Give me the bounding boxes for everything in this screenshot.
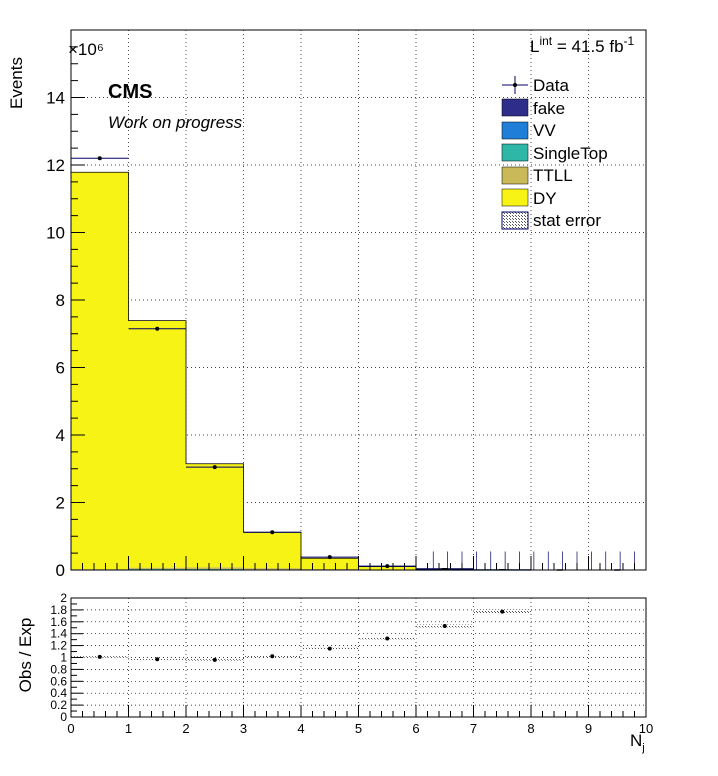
y-tick-label: 8 [56, 291, 65, 310]
legend-label-fake: fake [533, 99, 565, 118]
legend-label-stat-error: stat error [533, 211, 601, 230]
x-axis-title: Nj [630, 731, 645, 754]
legend: Data fake VV SingleTop TTLL DY stat erro… [501, 76, 608, 230]
legend-entry-ttll: TTLL [501, 166, 573, 185]
x-tick-label: 9 [585, 721, 592, 736]
y-tick-label: 4 [56, 426, 65, 445]
legend-label-vv: VV [533, 121, 556, 140]
ratio-point [442, 623, 447, 628]
cms-label: CMS [108, 81, 152, 103]
legend-swatch-fake [501, 98, 529, 117]
legend-entry-vv: VV [501, 121, 556, 140]
y-tick-label: 0 [56, 561, 65, 580]
y-tick-label: 14 [46, 89, 65, 108]
lower-x-axis: 0 1 2 3 4 5 6 7 8 9 10 [67, 705, 653, 736]
legend-label-data: Data [533, 76, 569, 95]
bar-ttll [301, 569, 359, 570]
legend-entry-singletop: SingleTop [501, 143, 608, 163]
bar-dy [243, 532, 301, 569]
ratio-point [385, 636, 390, 641]
upper-x-ticks [70, 556, 647, 570]
lumi-label: Lint = 41.5 fb-1 [530, 34, 635, 56]
x-tick-label: 10 [639, 721, 653, 736]
x-tick-label: 8 [527, 721, 534, 736]
legend-entry-data: Data [502, 76, 569, 95]
bar-ttll [186, 567, 244, 570]
ratio-y-tick-label: 0.4 [50, 686, 67, 700]
legend-entry-dy: DY [501, 188, 557, 208]
legend-label-ttll: TTLL [533, 166, 573, 185]
bar-dy [128, 320, 186, 568]
legend-label-dy: DY [533, 189, 557, 208]
data-point [212, 465, 217, 470]
x-tick-label: 6 [412, 721, 419, 736]
ratio-y-tick-label: 1.8 [50, 603, 67, 617]
upper-y-axis-title: Events [7, 57, 26, 109]
y-tick-label: 10 [46, 224, 65, 243]
ratio-point [327, 646, 332, 651]
ratio-y-tick-label: 0 [60, 710, 67, 724]
ratio-y-tick-label: 1 [60, 651, 67, 665]
legend-entry-fake: fake [501, 98, 565, 118]
bar-dy [301, 558, 359, 570]
ratio-points [97, 609, 505, 662]
x-tick-label: 3 [240, 721, 247, 736]
ratio-y-tick-label: 2 [60, 591, 67, 605]
legend-entry-stat-error: stat error [501, 211, 601, 230]
ratio-point [500, 609, 505, 614]
legend-swatch-dy [501, 188, 529, 207]
y-tick-label: 12 [46, 156, 65, 175]
data-point [270, 530, 275, 535]
x-tick-label: 5 [355, 721, 362, 736]
upper-y-axis: 0 2 4 6 8 10 12 14 [46, 29, 85, 580]
ratio-y-tick-label: 0.8 [50, 662, 67, 676]
legend-label-singletop: SingleTop [533, 144, 608, 163]
legend-swatch-vv [501, 121, 529, 140]
bar-dy [71, 172, 129, 570]
legend-swatch-ttll [501, 166, 529, 185]
data-point [327, 555, 332, 560]
x-tick-label: 1 [125, 721, 132, 736]
ratio-y-tick-label: 1.2 [50, 639, 67, 653]
bar-ttll [128, 567, 186, 570]
x-tick-label: 0 [67, 721, 74, 736]
ratio-y-tick-label: 1.6 [50, 615, 67, 629]
y-tick-label: 6 [56, 359, 65, 378]
exponent-label: ×10⁶ [68, 40, 104, 59]
bar-singletop [128, 569, 186, 570]
data-point [155, 326, 160, 331]
data-point [385, 564, 390, 569]
legend-swatch-singletop [501, 143, 529, 162]
legend-swatch-stat-error [501, 211, 529, 230]
x-tick-label: 7 [470, 721, 477, 736]
x-tick-label: 2 [182, 721, 189, 736]
ratio-y-tick-label: 0.6 [50, 674, 67, 688]
bar-singletop [186, 569, 244, 570]
lower-y-axis-title: Obs / Exp [16, 618, 35, 693]
ratio-y-tick-label: 0.2 [50, 698, 67, 712]
data-point [97, 156, 102, 161]
ratio-point [97, 654, 102, 659]
lower-y-axis: 00.20.40.60.811.21.41.61.82 [50, 591, 83, 724]
bar-dy [186, 463, 244, 568]
ratio-y-tick-label: 1.4 [50, 627, 67, 641]
bar-ttll [243, 568, 301, 570]
ratio-point [155, 657, 160, 662]
bar-ttll [71, 569, 129, 570]
ratio-point [212, 657, 217, 662]
cms-sublabel: Work on progress [108, 113, 243, 132]
x-tick-label: 4 [297, 721, 304, 736]
ratio-point [270, 654, 275, 659]
y-tick-label: 2 [56, 494, 65, 513]
